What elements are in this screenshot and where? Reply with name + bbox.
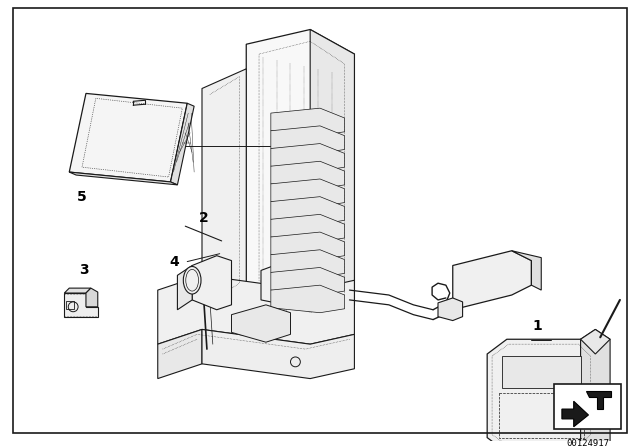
Polygon shape xyxy=(580,329,610,448)
Polygon shape xyxy=(271,250,344,277)
Polygon shape xyxy=(69,172,177,185)
Polygon shape xyxy=(192,256,232,310)
Polygon shape xyxy=(157,329,202,379)
Bar xyxy=(67,301,74,309)
Polygon shape xyxy=(271,215,344,242)
Polygon shape xyxy=(271,232,344,259)
Polygon shape xyxy=(65,288,91,293)
Polygon shape xyxy=(246,30,355,324)
Text: 4: 4 xyxy=(170,254,179,268)
Polygon shape xyxy=(271,267,344,295)
Polygon shape xyxy=(271,179,344,207)
Bar xyxy=(554,383,621,429)
Polygon shape xyxy=(232,305,291,342)
Text: 1: 1 xyxy=(532,319,542,333)
Polygon shape xyxy=(271,197,344,224)
Polygon shape xyxy=(271,143,344,171)
Polygon shape xyxy=(562,401,588,427)
Text: 00124917: 00124917 xyxy=(566,439,609,448)
Polygon shape xyxy=(271,285,344,313)
Polygon shape xyxy=(202,69,246,313)
Ellipse shape xyxy=(183,267,201,294)
Polygon shape xyxy=(512,251,541,290)
Polygon shape xyxy=(271,161,344,189)
Text: 2: 2 xyxy=(199,211,209,225)
Polygon shape xyxy=(271,108,344,136)
Polygon shape xyxy=(271,126,344,153)
Polygon shape xyxy=(438,298,463,321)
Polygon shape xyxy=(580,329,610,354)
Polygon shape xyxy=(177,266,192,310)
Polygon shape xyxy=(502,356,580,388)
Polygon shape xyxy=(65,293,98,317)
Text: 3: 3 xyxy=(79,263,89,277)
Polygon shape xyxy=(202,329,355,379)
Polygon shape xyxy=(86,288,98,307)
Polygon shape xyxy=(586,392,611,409)
Polygon shape xyxy=(487,339,595,448)
Polygon shape xyxy=(69,94,188,182)
Polygon shape xyxy=(170,103,194,185)
Text: 5: 5 xyxy=(77,190,87,204)
Polygon shape xyxy=(310,30,355,324)
Polygon shape xyxy=(261,258,315,307)
Polygon shape xyxy=(452,251,531,310)
Polygon shape xyxy=(157,276,355,344)
